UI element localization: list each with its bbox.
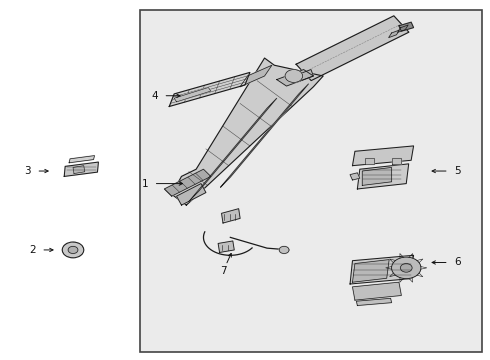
- Polygon shape: [350, 173, 360, 180]
- Polygon shape: [399, 22, 414, 31]
- Polygon shape: [221, 209, 240, 223]
- Circle shape: [68, 246, 78, 253]
- Polygon shape: [296, 16, 409, 81]
- Polygon shape: [277, 69, 314, 86]
- Polygon shape: [365, 158, 374, 164]
- Polygon shape: [356, 298, 392, 306]
- Circle shape: [400, 264, 412, 272]
- Polygon shape: [220, 84, 309, 187]
- Bar: [140, 10, 482, 352]
- Polygon shape: [189, 98, 277, 202]
- Polygon shape: [352, 146, 414, 166]
- Polygon shape: [352, 282, 401, 300]
- Polygon shape: [169, 72, 250, 107]
- Polygon shape: [350, 255, 414, 284]
- Polygon shape: [69, 156, 95, 163]
- Polygon shape: [176, 184, 206, 205]
- Polygon shape: [397, 25, 408, 32]
- Text: 5: 5: [454, 166, 461, 176]
- Polygon shape: [164, 169, 211, 196]
- Polygon shape: [73, 166, 85, 174]
- Circle shape: [62, 242, 84, 258]
- Circle shape: [279, 246, 289, 253]
- Polygon shape: [392, 158, 401, 164]
- Polygon shape: [294, 69, 314, 82]
- Text: 6: 6: [454, 257, 461, 267]
- Polygon shape: [240, 65, 272, 87]
- Circle shape: [392, 257, 421, 279]
- Polygon shape: [352, 260, 389, 282]
- Polygon shape: [362, 167, 392, 185]
- Polygon shape: [172, 58, 323, 205]
- Polygon shape: [174, 87, 211, 102]
- Text: 2: 2: [29, 245, 36, 255]
- Text: 1: 1: [142, 179, 148, 189]
- Text: 7: 7: [220, 266, 226, 276]
- Circle shape: [285, 69, 303, 82]
- Text: 3: 3: [24, 166, 31, 176]
- Polygon shape: [64, 162, 98, 176]
- Text: 4: 4: [151, 91, 158, 101]
- Polygon shape: [218, 241, 234, 252]
- Polygon shape: [357, 164, 409, 189]
- Polygon shape: [389, 30, 399, 38]
